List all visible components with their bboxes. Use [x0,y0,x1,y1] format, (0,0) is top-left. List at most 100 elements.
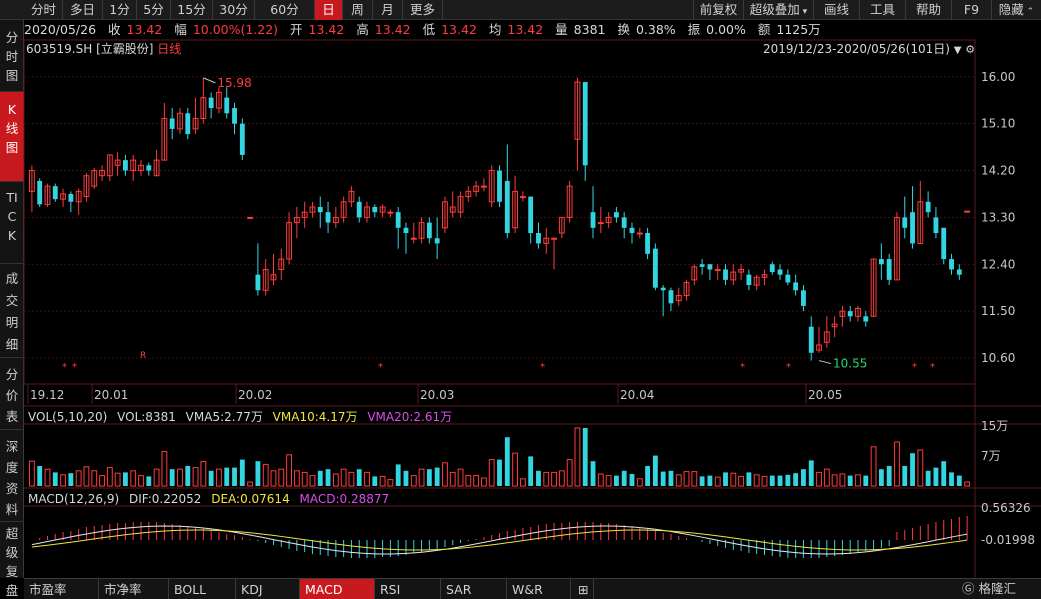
sidebar-item-intraday[interactable]: 分时图 [0,20,24,92]
candle-body [886,259,892,280]
sidebar-item-trades[interactable]: 成交明细 [0,264,24,358]
volume-bar [566,459,573,487]
candle-body [839,310,846,317]
volume-bar [723,472,728,486]
candle-body [519,196,526,199]
tf-week[interactable]: 周 [343,0,373,20]
volume-bar [536,470,541,486]
dropdown-icon[interactable]: ▼ [953,45,962,56]
candle-body [613,212,619,218]
help-button[interactable]: 帮助 [905,0,951,20]
tab-wr[interactable]: W&R [507,579,571,599]
quote-date: 2020/05/26 [24,22,97,37]
tf-day[interactable]: 日 [315,0,343,20]
low-value: 13.42 [441,22,477,37]
candle-body [239,123,245,155]
macd-ind-title: MACD(12,26,9) [28,492,120,506]
candle-body [449,206,456,213]
candle-body [146,165,152,171]
indicator-tabs: 市盈率 市净率 BOLL KDJ MACD RSI SAR W&R ⊞ [24,578,1041,599]
volume-bar [262,463,269,487]
candle-body [488,170,495,203]
draw-line-button[interactable]: 画线 [813,0,859,20]
candle-body [878,259,884,265]
volume-bar [785,474,791,486]
tf-month[interactable]: 月 [373,0,403,20]
candle-body [504,180,510,234]
tools-button[interactable]: 工具 [859,0,905,20]
sidebar-item-kline[interactable]: K线图 [0,92,24,182]
tab-boll[interactable]: BOLL [169,579,236,599]
candle-body [75,190,82,203]
high-marker-label: 15.98 [217,76,251,90]
volume-bar [68,473,74,486]
tab-macd[interactable]: MACD [300,579,375,599]
stock-symbol: 603519.SH [26,42,93,56]
volume-bar [106,467,113,487]
amount-label: 额 [757,22,771,37]
tf-1min[interactable]: 1分 [103,0,137,20]
close-label: 收 [108,22,121,37]
volume-bar [691,471,698,487]
tf-multiday[interactable]: 多日 [63,0,103,20]
tab-rsi[interactable]: RSI [375,579,441,599]
candle-body [847,311,853,317]
stock-title: 603519.SH [立霸股份] 日线 [26,40,181,57]
chevron-down-icon: ▾ [799,7,808,17]
volume-bar [831,474,838,487]
volume-bar [738,475,745,487]
candle-body [60,193,66,200]
sidebar-item-depth[interactable]: 深度资料 [0,430,24,522]
volume-bar [449,471,456,487]
overlay-label: 超级叠加 [749,2,800,17]
price-panel-frame [23,39,976,385]
volume-bar [855,474,861,487]
tf-more[interactable]: 更多 [403,0,443,20]
tab-pe[interactable]: 市盈率 [24,579,99,599]
star-marker: * [72,362,77,373]
candle-body [497,170,502,202]
volume-bar [910,453,915,486]
volume-bar [621,470,627,486]
candle-body [457,196,464,213]
candle-body [216,91,222,109]
tf-60min[interactable]: 60分 [255,0,315,20]
volume-bar [707,475,713,486]
turnover-label: 换 [617,22,630,37]
overlay-button[interactable]: 超级叠加 ▾ [743,0,813,20]
sidebar-item-price-table[interactable]: 分价表 [0,358,24,430]
add-tab-button[interactable]: ⊞ [574,579,594,599]
high-value: 13.42 [374,22,411,37]
hide-button[interactable]: 隐藏 ⌃ [991,0,1041,20]
candle-body [153,159,160,177]
tf-15min[interactable]: 15分 [171,0,213,20]
sidebar-item-label: K线图 [5,102,19,155]
candle-body [185,113,191,135]
tab-kdj[interactable]: KDJ [236,579,300,599]
tab-pb[interactable]: 市净率 [99,579,169,599]
tab-sar[interactable]: SAR [441,579,507,599]
candle-body [309,206,316,213]
volume-bar [949,472,954,486]
volume-bar [75,470,82,487]
sidebar-item-replay[interactable]: 超级复盘 [0,522,24,598]
price-tick-label: 10.60 [981,351,1015,365]
f9-button[interactable]: F9 [951,0,991,20]
volume-bar [332,473,339,487]
candle-body [270,274,277,281]
date-axis: 19.12 20.01 20.02 20.03 20.04 20.05 [30,388,842,402]
candle-body [28,170,35,192]
tf-5min[interactable]: 5分 [137,0,171,20]
adjust-button[interactable]: 前复权 [693,0,743,20]
tf-30min[interactable]: 30分 [213,0,255,20]
sidebar-item-tick[interactable]: TICK [0,182,24,264]
volume-bar [956,475,962,486]
candle-body [44,185,51,205]
tf-intraday[interactable]: 分时 [25,0,63,20]
vma20-value: VMA20:2.61万 [367,410,453,424]
settings-icon[interactable]: ⚙ [965,43,976,56]
candle-body [917,201,924,244]
candle-body [645,233,650,254]
price-tick-label: 11.50 [981,304,1015,318]
